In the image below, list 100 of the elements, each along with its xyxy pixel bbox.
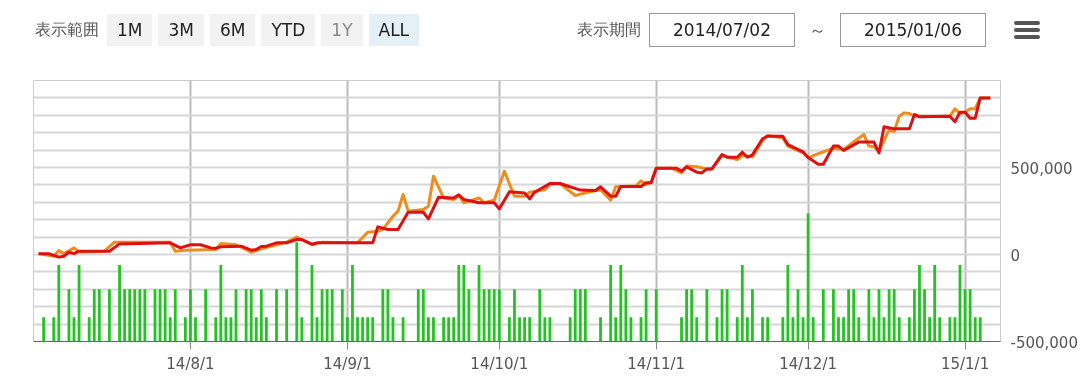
bar	[173, 289, 177, 342]
bar	[680, 317, 683, 342]
bar	[933, 264, 937, 342]
bar	[806, 213, 810, 342]
text: 表示期間	[577, 18, 641, 41]
bar	[928, 317, 932, 342]
y-tick-label: 500,000	[1010, 159, 1073, 178]
bar	[143, 289, 147, 342]
bar	[447, 317, 451, 342]
bar	[487, 289, 491, 342]
x-tick-label: 14/8/1	[166, 354, 215, 373]
bar	[781, 317, 785, 342]
text: ～	[809, 19, 826, 42]
bar	[87, 317, 91, 342]
text: 2015/01/06	[840, 13, 986, 48]
bar	[138, 289, 142, 342]
bar	[442, 317, 445, 342]
bar	[892, 289, 896, 342]
bar	[766, 317, 769, 342]
bar	[578, 289, 582, 342]
bar	[538, 289, 542, 342]
bar	[938, 317, 942, 342]
bar	[948, 317, 952, 342]
bar	[751, 289, 754, 342]
bar	[163, 289, 167, 342]
bar	[811, 317, 815, 342]
bar	[259, 289, 263, 342]
bar	[325, 289, 329, 342]
bar	[867, 289, 871, 342]
bar	[735, 317, 739, 342]
bar	[183, 317, 187, 342]
text: 2014/07/02	[649, 13, 795, 48]
bar	[897, 317, 901, 342]
bar	[508, 317, 511, 342]
bar	[654, 289, 658, 342]
bar	[108, 289, 111, 342]
bar	[842, 317, 845, 342]
bar	[528, 317, 532, 342]
text: 1M	[107, 14, 153, 47]
bar	[518, 317, 521, 342]
bar	[97, 289, 101, 342]
bar	[219, 264, 223, 342]
x-tick-label: 14/9/1	[323, 354, 372, 373]
bar	[300, 317, 304, 342]
bar	[685, 289, 688, 342]
bar	[568, 317, 572, 342]
bar	[624, 289, 628, 342]
bar	[761, 317, 764, 342]
bar	[421, 289, 425, 342]
bar	[123, 289, 127, 342]
bar	[249, 289, 253, 342]
bar	[118, 264, 121, 342]
bar	[973, 317, 977, 342]
bar	[573, 289, 577, 342]
bar	[786, 264, 790, 342]
bar	[492, 289, 496, 342]
bar	[705, 289, 709, 342]
bar	[923, 289, 926, 342]
bar	[254, 317, 258, 342]
bar	[837, 317, 840, 342]
bar	[857, 317, 861, 342]
bar	[340, 289, 344, 342]
bar	[852, 289, 856, 342]
text: 表示範囲	[35, 18, 99, 41]
bar	[57, 264, 61, 342]
x-tick-label: 14/11/1	[627, 354, 686, 373]
bar	[457, 264, 461, 342]
bar	[887, 289, 891, 342]
x-tick-label: 15/1/1	[940, 354, 990, 373]
bar	[543, 317, 547, 342]
bar	[92, 289, 96, 342]
bar	[52, 317, 56, 342]
bar	[42, 317, 46, 342]
bar	[523, 317, 526, 342]
bar	[351, 264, 354, 342]
bar	[690, 289, 694, 342]
bar	[745, 317, 749, 342]
bar	[583, 289, 587, 342]
bar	[204, 289, 208, 342]
bar	[224, 317, 228, 342]
bar	[968, 289, 972, 342]
bar	[740, 264, 744, 342]
bar	[189, 289, 192, 342]
bar	[427, 317, 430, 342]
bar	[285, 289, 289, 342]
bar	[832, 289, 835, 342]
bar	[614, 317, 618, 342]
bar	[619, 264, 623, 342]
y-tick-label: 0	[1010, 246, 1021, 265]
bar	[381, 289, 385, 342]
bar	[513, 289, 516, 342]
x-tick-label: 14/10/1	[470, 354, 529, 373]
bar	[695, 317, 699, 342]
bar	[978, 317, 982, 342]
bar	[497, 289, 501, 342]
bar	[295, 242, 299, 342]
bar	[907, 317, 911, 342]
bar	[346, 317, 349, 342]
x-tick-label: 14/12/1	[779, 354, 838, 373]
bar	[452, 317, 456, 342]
